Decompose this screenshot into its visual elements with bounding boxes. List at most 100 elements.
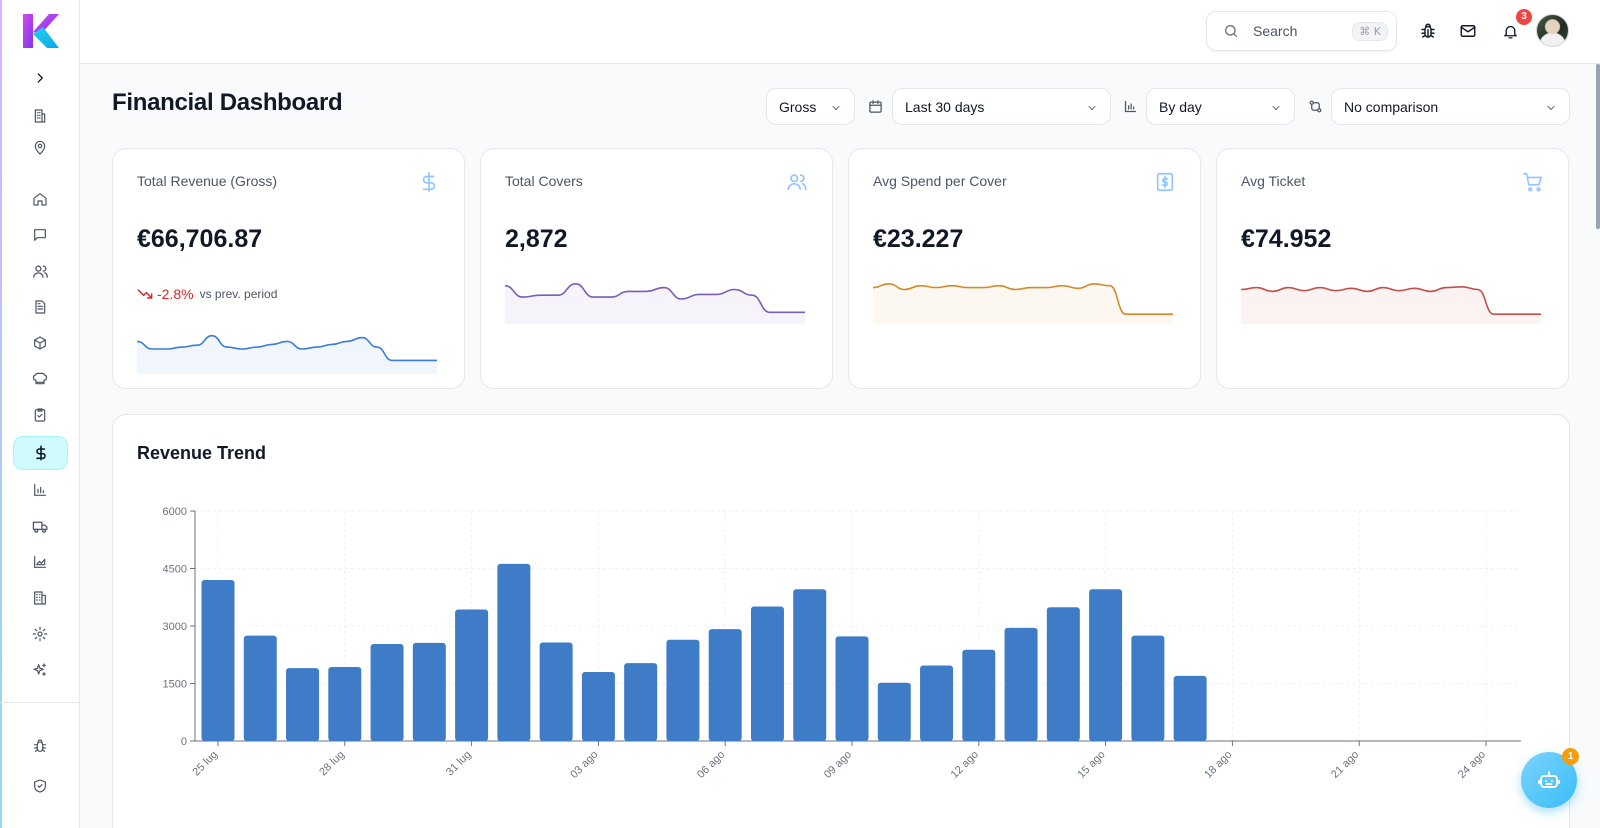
sidebar-item-kitchen[interactable] [26, 365, 54, 393]
bar-28-lug[interactable] [328, 667, 362, 741]
bug-icon [34, 739, 46, 752]
message-icon [34, 229, 46, 241]
users-icon [786, 171, 808, 193]
document-icon [35, 300, 46, 314]
sidebar-item-reports[interactable] [26, 548, 54, 576]
buildings-icon [34, 591, 46, 605]
y-tick-label: 1500 [163, 679, 187, 691]
bar-12-ago[interactable] [962, 649, 996, 741]
sidebar-item-ai[interactable] [26, 656, 54, 684]
sparkline-revenue [137, 324, 437, 374]
kpi-card-total-revenue: Total Revenue (Gross) €66,706.87 -2.8% v… [112, 148, 465, 389]
kpi-card-total-covers: Total Covers 2,872 [480, 148, 833, 389]
revenue-mode-value: Gross [779, 98, 817, 115]
x-tick-label: 15 ago [1075, 749, 1107, 781]
sidebar-expand-button[interactable] [29, 67, 51, 89]
sidebar-item-inventory[interactable] [26, 329, 54, 357]
bar-13-ago[interactable] [1004, 627, 1038, 741]
sidebar-item-settings[interactable] [26, 620, 54, 648]
bar-26-lug[interactable] [243, 635, 277, 741]
x-tick-label: 21 ago [1329, 749, 1361, 781]
bar-31-lug[interactable] [455, 609, 489, 741]
sidebar-item-tasks[interactable] [26, 401, 54, 429]
bar-05-ago[interactable] [666, 639, 700, 741]
sparkline-line [1241, 287, 1541, 314]
bar-10-ago[interactable] [877, 682, 911, 741]
kpi-label: Avg Spend per Cover [873, 173, 1007, 189]
bar-09-ago[interactable] [835, 636, 869, 741]
sidebar-item-organizations[interactable] [26, 584, 54, 612]
bar-chart-icon [34, 484, 46, 496]
bar-30-lug[interactable] [412, 642, 446, 741]
bar-01-ago[interactable] [497, 563, 531, 741]
bar-08-ago[interactable] [793, 589, 827, 741]
date-range-select[interactable]: Last 30 days [892, 88, 1111, 125]
sidebar-item-security[interactable] [26, 772, 54, 800]
page-title: Financial Dashboard [112, 89, 343, 116]
page-scrollbar[interactable] [1596, 64, 1600, 229]
revenue-trend-panel: Revenue Trend 0 1500 3000 4500 6000 25 lug 28 … [112, 414, 1570, 828]
kpi-delta-value: -2.8% [157, 286, 194, 302]
sidebar-item-bug-report[interactable] [26, 732, 54, 760]
app-logo[interactable] [21, 12, 59, 50]
notification-badge: 3 [1516, 9, 1532, 25]
x-tick-label: 24 ago [1456, 749, 1488, 781]
bar-29-lug[interactable] [370, 644, 404, 741]
bug-report-button[interactable] [1416, 19, 1440, 43]
sidebar [0, 0, 80, 828]
bar-15-ago[interactable] [1089, 589, 1123, 741]
bar-04-ago[interactable] [624, 663, 658, 741]
bar-27-lug[interactable] [286, 668, 320, 741]
sidebar-item-deliveries[interactable] [26, 512, 54, 540]
sidebar-item-analytics[interactable] [26, 476, 54, 504]
sparkline-covers [505, 274, 805, 324]
bar-06-ago[interactable] [708, 629, 742, 741]
dollar-icon [35, 445, 46, 461]
date-range-value: Last 30 days [905, 98, 985, 115]
building-icon [34, 109, 46, 123]
home-icon [33, 193, 47, 206]
chevron-down-icon [832, 105, 840, 111]
x-tick-label: 12 ago [949, 749, 981, 781]
bar-07-ago[interactable] [750, 606, 784, 741]
sidebar-item-documents[interactable] [26, 293, 54, 321]
user-avatar[interactable] [1536, 14, 1569, 47]
bar-14-ago[interactable] [1046, 607, 1080, 741]
sidebar-item-users[interactable] [26, 257, 54, 285]
mail-icon [1460, 25, 1476, 37]
sparkline-area [505, 283, 805, 324]
sparkline-area [873, 283, 1173, 324]
granularity-select[interactable]: By day [1146, 88, 1295, 125]
bar-17-ago[interactable] [1173, 675, 1207, 741]
dollar-icon [418, 171, 440, 193]
notifications-button[interactable] [1498, 19, 1522, 43]
y-tick-label: 6000 [163, 506, 187, 518]
search-box[interactable]: Search ⌘ K [1206, 11, 1397, 51]
sparkline-avg-ticket [1241, 274, 1541, 324]
sidebar-item-finance[interactable] [13, 436, 68, 470]
sidebar-item-locations[interactable] [26, 134, 54, 162]
x-tick-label: 06 ago [695, 749, 727, 781]
shield-check-icon [34, 779, 46, 793]
cart-icon [1522, 171, 1544, 193]
sparkline-avg-spend [873, 274, 1173, 324]
sidebar-item-messages[interactable] [26, 221, 54, 249]
bar-16-ago[interactable] [1131, 635, 1165, 741]
comparison-value: No comparison [1344, 98, 1439, 115]
x-tick-label: 03 ago [568, 749, 600, 781]
sparkline-line [505, 284, 805, 313]
bar-11-ago[interactable] [920, 665, 954, 741]
sidebar-item-home[interactable] [26, 185, 54, 213]
sparkline-area [1241, 286, 1541, 324]
chevron-down-icon [1547, 105, 1555, 111]
trending-down-icon [137, 289, 153, 299]
bar-25-lug[interactable] [201, 580, 235, 741]
bar-03-ago[interactable] [581, 672, 615, 741]
mail-button[interactable] [1456, 19, 1480, 43]
chevron-down-icon [1272, 105, 1280, 111]
compare-arrows-icon [1306, 97, 1324, 115]
bar-02-ago[interactable] [539, 642, 573, 741]
comparison-select[interactable]: No comparison [1331, 88, 1570, 125]
sidebar-item-company[interactable] [26, 102, 54, 130]
revenue-mode-select[interactable]: Gross [766, 88, 855, 125]
